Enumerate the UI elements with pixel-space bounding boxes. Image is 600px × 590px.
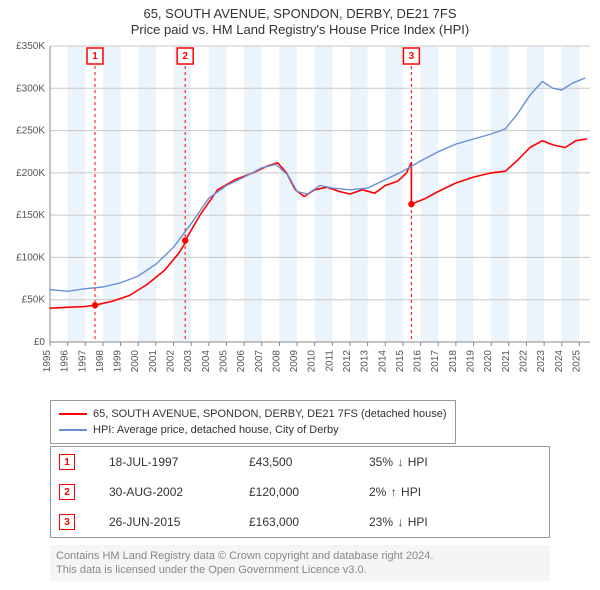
tx-badge: 1 xyxy=(59,454,75,470)
tx-date: 26-JUN-2015 xyxy=(109,515,249,529)
legend-label: 65, SOUTH AVENUE, SPONDON, DERBY, DE21 7… xyxy=(93,406,447,422)
svg-text:2014: 2014 xyxy=(377,350,388,373)
svg-text:£50K: £50K xyxy=(22,295,46,306)
svg-text:2016: 2016 xyxy=(413,350,424,373)
svg-text:£150K: £150K xyxy=(16,210,45,221)
arrow-up-icon: ↑ xyxy=(391,485,397,499)
tx-price: £163,000 xyxy=(249,515,369,529)
svg-text:2006: 2006 xyxy=(236,350,247,373)
tx-diff: 23% ↓ HPI xyxy=(369,515,549,529)
price-chart: £0 £50K £100K £150K £200K £250K £300K £350K 1995… xyxy=(0,42,600,396)
footnote-line2: This data is licensed under the Open Gov… xyxy=(56,563,544,577)
svg-text:1996: 1996 xyxy=(60,350,71,373)
svg-text:2023: 2023 xyxy=(536,350,547,373)
svg-text:1995: 1995 xyxy=(42,350,53,373)
arrow-down-icon: ↓ xyxy=(397,515,403,529)
tx-price: £120,000 xyxy=(249,485,369,499)
svg-text:2008: 2008 xyxy=(271,350,282,373)
svg-text:£100K: £100K xyxy=(16,252,45,263)
footnote: Contains HM Land Registry data © Crown c… xyxy=(50,545,550,581)
legend: 65, SOUTH AVENUE, SPONDON, DERBY, DE21 7… xyxy=(50,400,456,444)
svg-text:2000: 2000 xyxy=(130,350,141,373)
svg-text:2004: 2004 xyxy=(201,350,212,373)
tx-date: 30-AUG-2002 xyxy=(109,485,249,499)
tx-diff: 2% ↑ HPI xyxy=(369,485,549,499)
svg-text:1999: 1999 xyxy=(113,350,124,373)
svg-text:1: 1 xyxy=(92,51,98,62)
svg-text:2005: 2005 xyxy=(218,350,229,373)
svg-text:2015: 2015 xyxy=(395,350,406,373)
tx-badge: 3 xyxy=(59,514,75,530)
svg-text:2017: 2017 xyxy=(430,350,441,373)
svg-text:£300K: £300K xyxy=(16,83,45,94)
page-title-line2: Price paid vs. HM Land Registry's House … xyxy=(0,22,600,38)
svg-text:2022: 2022 xyxy=(518,350,529,373)
tx-diff: 35% ↓ HPI xyxy=(369,455,549,469)
svg-text:1997: 1997 xyxy=(77,350,88,373)
legend-swatch xyxy=(59,429,87,431)
legend-swatch xyxy=(59,413,87,415)
page-title-line1: 65, SOUTH AVENUE, SPONDON, DERBY, DE21 7… xyxy=(0,6,600,22)
svg-text:2009: 2009 xyxy=(289,350,300,373)
arrow-down-icon: ↓ xyxy=(397,455,403,469)
svg-text:2007: 2007 xyxy=(254,350,265,373)
svg-text:£250K: £250K xyxy=(16,126,45,137)
svg-text:2012: 2012 xyxy=(342,350,353,373)
transactions-table: 1 18-JUL-1997£43,50035% ↓ HPI 2 30-AUG-2002… xyxy=(50,446,550,538)
table-row: 2 30-AUG-2002£120,0002% ↑ HPI xyxy=(51,477,549,507)
tx-price: £43,500 xyxy=(249,455,369,469)
svg-text:2003: 2003 xyxy=(183,350,194,373)
svg-text:2013: 2013 xyxy=(360,350,371,373)
table-row: 1 18-JUL-1997£43,50035% ↓ HPI xyxy=(51,447,549,477)
svg-text:2021: 2021 xyxy=(501,350,512,373)
svg-text:2002: 2002 xyxy=(166,350,177,373)
svg-text:2019: 2019 xyxy=(466,350,477,373)
footnote-line1: Contains HM Land Registry data © Crown c… xyxy=(56,549,544,563)
tx-date: 18-JUL-1997 xyxy=(109,455,249,469)
svg-text:2020: 2020 xyxy=(483,350,494,373)
svg-text:£0: £0 xyxy=(34,337,46,348)
svg-text:2: 2 xyxy=(182,51,188,62)
tx-badge: 2 xyxy=(59,484,75,500)
legend-label: HPI: Average price, detached house, City… xyxy=(93,422,339,438)
legend-row: 65, SOUTH AVENUE, SPONDON, DERBY, DE21 7… xyxy=(59,406,447,422)
svg-text:2010: 2010 xyxy=(307,350,318,373)
legend-row: HPI: Average price, detached house, City… xyxy=(59,422,447,438)
svg-text:2011: 2011 xyxy=(324,350,335,372)
svg-text:3: 3 xyxy=(409,51,415,62)
svg-text:£200K: £200K xyxy=(16,168,45,179)
svg-text:2001: 2001 xyxy=(148,350,159,373)
svg-text:1998: 1998 xyxy=(95,350,106,373)
svg-text:£350K: £350K xyxy=(16,42,45,52)
table-row: 3 26-JUN-2015£163,00023% ↓ HPI xyxy=(51,507,549,537)
svg-text:2025: 2025 xyxy=(571,350,582,373)
svg-text:2024: 2024 xyxy=(554,350,565,373)
svg-text:2018: 2018 xyxy=(448,350,459,373)
